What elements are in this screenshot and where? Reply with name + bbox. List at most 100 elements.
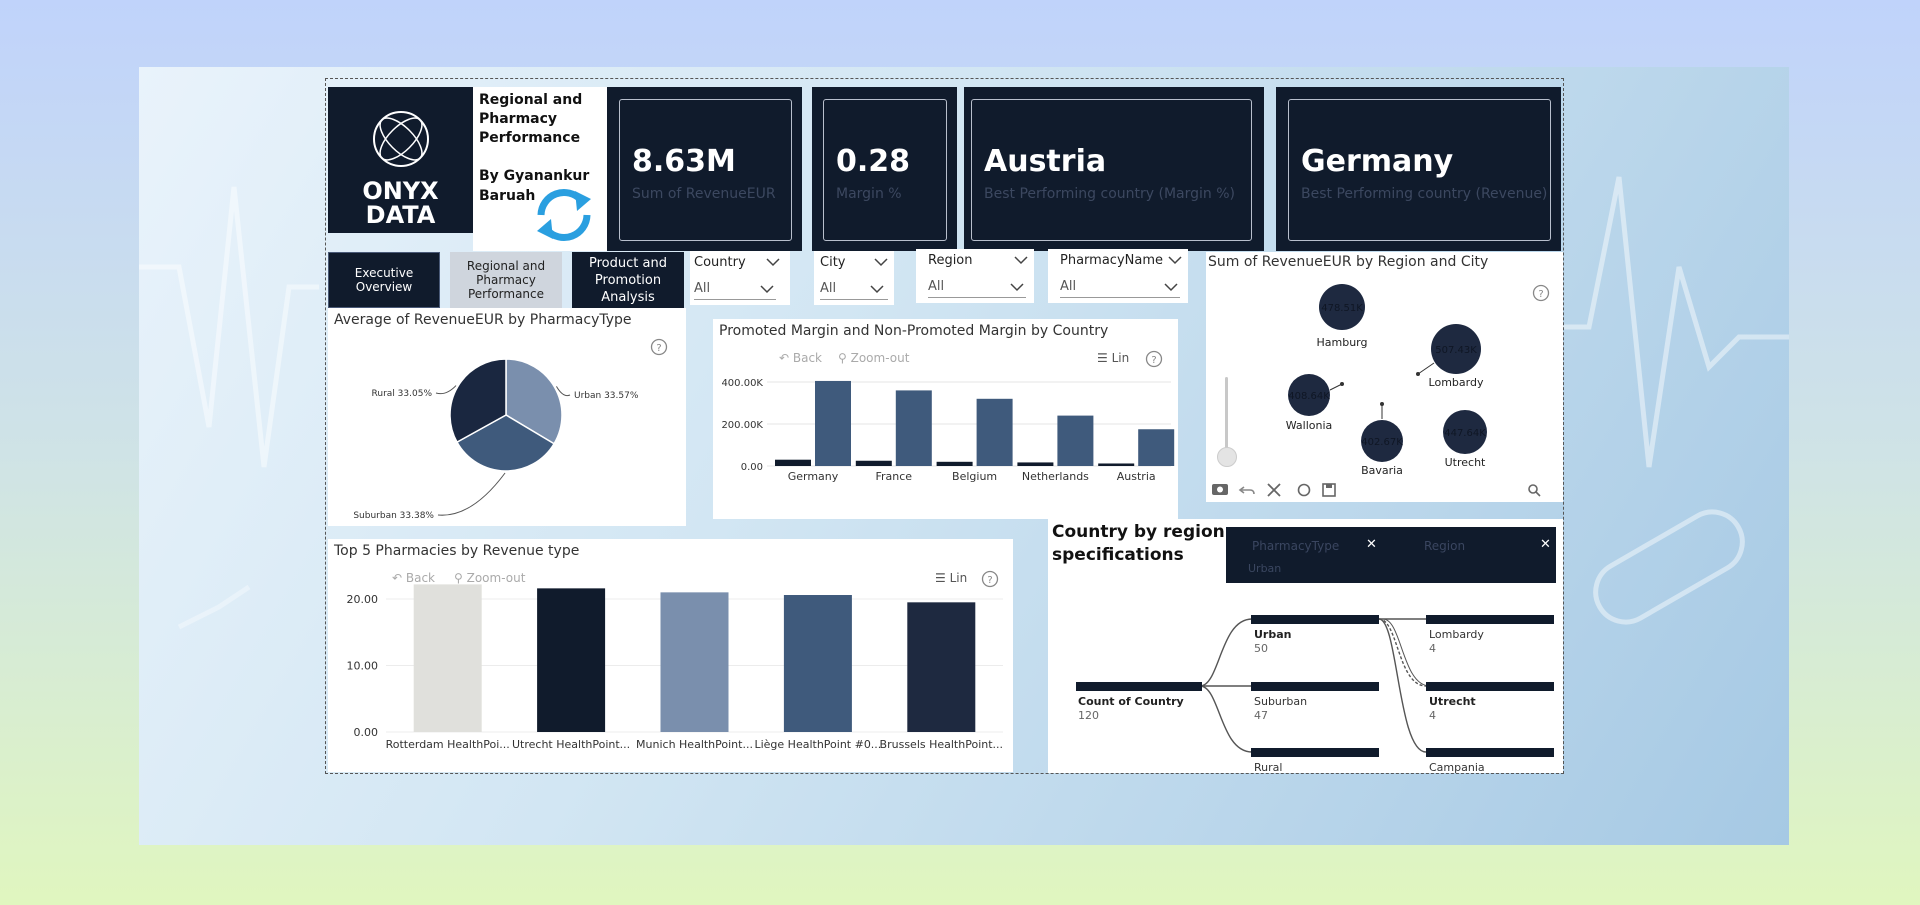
refresh-icon[interactable] (529, 183, 599, 247)
chevron-down-icon[interactable] (1014, 255, 1028, 265)
chevron-down-icon[interactable] (1168, 255, 1182, 265)
y-tick-label: 10.00 (347, 660, 379, 673)
decomposition-tree-card: Country by region specifications Pharmac… (1048, 519, 1563, 774)
close-icon[interactable]: ✕ (1540, 537, 1551, 552)
nav-label-line: Regional and (466, 259, 546, 273)
svg-text:?: ? (1538, 289, 1543, 300)
linear-scale-toggle[interactable]: ☰ Lin (935, 571, 968, 585)
nav-regional-performance-button[interactable]: Regional and Pharmacy Performance (450, 252, 562, 308)
undo-icon[interactable] (1238, 486, 1255, 495)
region-slicer[interactable]: Region All (916, 249, 1034, 303)
drill-back-button[interactable]: ↶ Back (779, 351, 823, 365)
onyx-logo: ONYX DATA (328, 87, 473, 233)
tree-node-bar[interactable] (1426, 682, 1554, 691)
bubble (1361, 420, 1403, 462)
tree-node-label: Rural (1254, 761, 1283, 774)
zoom-out-button[interactable]: ⚲ Zoom-out (838, 351, 910, 365)
x-tick-label: France (876, 470, 913, 483)
drill-back-button[interactable]: ↶ Back (392, 571, 436, 585)
bar (775, 459, 811, 466)
bar (976, 398, 1013, 466)
tree-root-value: 120 (1078, 709, 1099, 722)
chevron-down-icon[interactable] (1010, 282, 1024, 292)
chevron-down-icon[interactable] (760, 284, 774, 294)
tree-node-value: 4 (1429, 709, 1436, 722)
bar (413, 584, 482, 732)
zoom-out-button[interactable]: ⚲ Zoom-out (454, 571, 526, 585)
report-title: Regional and Pharmacy Performance (479, 91, 582, 148)
tree-filter-bar: PharmacyType ✕ Urban Region ✕ (1226, 527, 1556, 583)
city-slicer[interactable]: City All (814, 251, 894, 305)
zoom-out-label: Zoom-out (850, 351, 910, 365)
report-title-line: Pharmacy (479, 111, 558, 127)
nav-executive-overview-button[interactable]: Executive Overview (328, 252, 440, 308)
tree-node-bar[interactable] (1251, 748, 1379, 757)
slicer-underline (694, 299, 776, 300)
bar (936, 461, 973, 466)
pie-slice (449, 358, 507, 444)
tree-node-bar[interactable] (1251, 615, 1379, 624)
bar (815, 380, 851, 466)
svg-text:?: ? (656, 343, 661, 354)
search-icon[interactable] (1528, 484, 1541, 497)
linear-scale-toggle[interactable]: ☰ Lin (1097, 351, 1130, 365)
pharmacy-name-slicer[interactable]: PharmacyName All (1048, 249, 1188, 303)
chevron-down-icon[interactable] (874, 257, 888, 267)
camera-icon[interactable] (1212, 484, 1228, 495)
bubble-chart-card: Sum of RevenueEUR by Region and City ? 4… (1206, 252, 1563, 502)
chevron-down-icon[interactable] (766, 257, 780, 267)
tree-node-bar[interactable] (1426, 615, 1554, 624)
lin-label: Lin (949, 571, 968, 585)
zoom-slider-handle[interactable] (1217, 447, 1237, 467)
help-icon[interactable]: ? (1145, 350, 1163, 368)
tree-node-bar[interactable] (1426, 748, 1554, 757)
help-icon[interactable]: ? (1532, 284, 1550, 302)
reset-icon[interactable] (1297, 483, 1311, 497)
y-tick-label: 0.00 (354, 726, 379, 739)
help-icon[interactable]: ? (981, 570, 999, 588)
kpi-frame: Austria Best Performing country (Margin … (971, 99, 1252, 241)
kpi-label: Best Performing country (Margin %) (984, 186, 1235, 202)
x-tick-label: Utrecht HealthPoint... (512, 738, 630, 751)
bubble-value: 447.64K (1444, 428, 1486, 439)
chart-title: Promoted Margin and Non-Promoted Margin … (719, 323, 1109, 339)
tree-root-label: Count of Country (1078, 695, 1184, 708)
bar (660, 592, 729, 732)
pie-label: Urban 33.57% (574, 391, 639, 401)
bar (1098, 463, 1135, 466)
save-icon[interactable] (1322, 483, 1336, 497)
kpi-card-revenue: 8.63M Sum of RevenueEUR (607, 87, 802, 251)
pie-chart: Urban 33.57% Suburban 33.38% Rural 33.05% (353, 358, 639, 521)
slicer-label: City (820, 255, 846, 270)
nav-label-line: Performance (467, 287, 545, 301)
bubble (1288, 374, 1330, 416)
help-icon[interactable]: ? (650, 338, 668, 356)
tree-node-bar[interactable] (1251, 682, 1379, 691)
globe-icon (373, 111, 429, 167)
zoom-out-label: Zoom-out (466, 571, 526, 585)
tree-node-value: 4 (1429, 642, 1436, 655)
chevron-down-icon[interactable] (870, 284, 884, 294)
close-icon[interactable]: ✕ (1366, 537, 1377, 552)
slicer-label: PharmacyName (1060, 253, 1163, 268)
margin-bar-chart: 0.00 200.00K 400.00K Germany France Belgium Ne… (721, 378, 1175, 483)
bar (1138, 429, 1175, 466)
bubble-value: 478.51K (1321, 303, 1363, 314)
slicer-value: All (928, 279, 945, 294)
tree-title: Country by region specifications (1052, 521, 1225, 567)
tree-node-label: Urban (1254, 628, 1292, 641)
shuffle-icon[interactable] (1267, 483, 1281, 497)
country-slicer[interactable]: Country All (690, 251, 790, 305)
chart-title: Sum of RevenueEUR by Region and City (1208, 254, 1489, 270)
tree-root-bar[interactable] (1076, 682, 1202, 691)
report-author: By Gyanankur Baruah (479, 166, 589, 206)
kpi-frame: 0.28 Margin % (823, 99, 947, 241)
bubble-value: 507.43K (1435, 345, 1477, 356)
bar (1017, 462, 1054, 466)
chevron-down-icon[interactable] (1164, 282, 1178, 292)
report-title-line: Regional and (479, 92, 583, 108)
zoom-slider-track[interactable] (1225, 377, 1228, 455)
bubble-chart: 478.51K Hamburg 507.43K Lombardy 408.64K Wall… (1286, 284, 1487, 477)
nav-product-promotion-button[interactable]: Product and Promotion Analysis (572, 252, 684, 308)
margin-chart-card: Promoted Margin and Non-Promoted Margin … (713, 319, 1178, 519)
